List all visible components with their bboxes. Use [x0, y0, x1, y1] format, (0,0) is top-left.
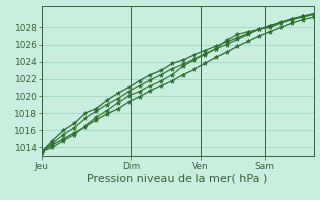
- X-axis label: Pression niveau de la mer( hPa ): Pression niveau de la mer( hPa ): [87, 173, 268, 183]
